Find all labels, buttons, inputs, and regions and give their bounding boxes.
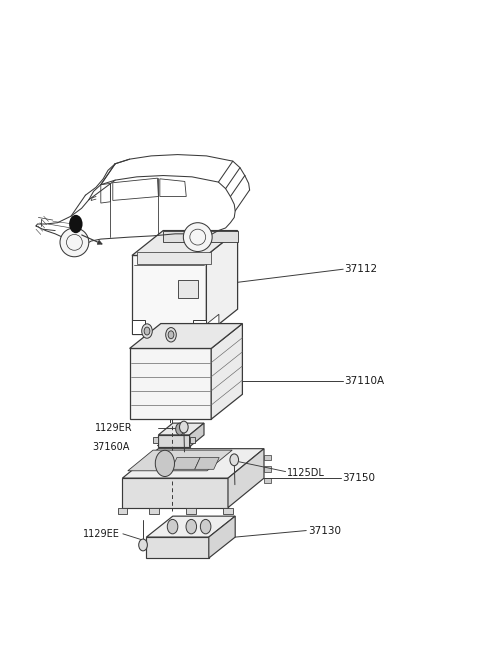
Circle shape bbox=[168, 519, 178, 534]
Text: 1129ER: 1129ER bbox=[95, 423, 132, 434]
Polygon shape bbox=[211, 324, 242, 419]
Polygon shape bbox=[171, 457, 200, 469]
Text: 37110A: 37110A bbox=[345, 376, 385, 386]
Circle shape bbox=[176, 423, 184, 435]
Circle shape bbox=[168, 331, 174, 339]
Polygon shape bbox=[228, 449, 264, 508]
Polygon shape bbox=[264, 455, 271, 460]
Polygon shape bbox=[128, 450, 232, 471]
Circle shape bbox=[230, 454, 239, 466]
Circle shape bbox=[166, 328, 176, 342]
Text: 37150: 37150 bbox=[342, 473, 375, 483]
Polygon shape bbox=[146, 537, 209, 558]
Circle shape bbox=[186, 519, 197, 534]
Polygon shape bbox=[137, 252, 211, 263]
Polygon shape bbox=[206, 314, 219, 334]
Polygon shape bbox=[130, 348, 211, 419]
Circle shape bbox=[156, 451, 175, 477]
Polygon shape bbox=[122, 449, 264, 478]
Polygon shape bbox=[223, 508, 233, 514]
Ellipse shape bbox=[60, 228, 89, 257]
Polygon shape bbox=[149, 508, 159, 514]
Ellipse shape bbox=[192, 544, 197, 551]
Polygon shape bbox=[118, 508, 127, 514]
Polygon shape bbox=[264, 478, 271, 483]
Polygon shape bbox=[153, 438, 158, 443]
Polygon shape bbox=[186, 508, 196, 514]
Text: 1125DL: 1125DL bbox=[287, 468, 325, 478]
Ellipse shape bbox=[153, 544, 159, 551]
Polygon shape bbox=[206, 231, 238, 334]
Circle shape bbox=[200, 519, 211, 534]
Polygon shape bbox=[146, 516, 235, 537]
Text: 37112: 37112 bbox=[345, 264, 378, 274]
Polygon shape bbox=[190, 423, 204, 447]
Polygon shape bbox=[158, 423, 204, 435]
Ellipse shape bbox=[183, 223, 212, 252]
Polygon shape bbox=[158, 435, 190, 447]
Circle shape bbox=[139, 539, 147, 551]
Text: 1129EE: 1129EE bbox=[83, 529, 120, 539]
Polygon shape bbox=[190, 438, 195, 443]
Polygon shape bbox=[163, 231, 238, 242]
Polygon shape bbox=[178, 280, 198, 298]
Text: 37160A: 37160A bbox=[92, 441, 130, 452]
Polygon shape bbox=[264, 466, 271, 472]
Circle shape bbox=[144, 327, 150, 335]
Ellipse shape bbox=[175, 544, 180, 551]
Circle shape bbox=[142, 324, 152, 338]
Polygon shape bbox=[193, 320, 206, 334]
Polygon shape bbox=[209, 516, 235, 558]
Polygon shape bbox=[132, 231, 238, 255]
Polygon shape bbox=[132, 255, 206, 334]
Circle shape bbox=[180, 421, 188, 433]
Circle shape bbox=[69, 215, 83, 233]
Text: 37130: 37130 bbox=[308, 525, 341, 536]
Polygon shape bbox=[130, 324, 242, 348]
Polygon shape bbox=[122, 478, 228, 508]
Polygon shape bbox=[132, 320, 145, 334]
Polygon shape bbox=[195, 457, 219, 469]
